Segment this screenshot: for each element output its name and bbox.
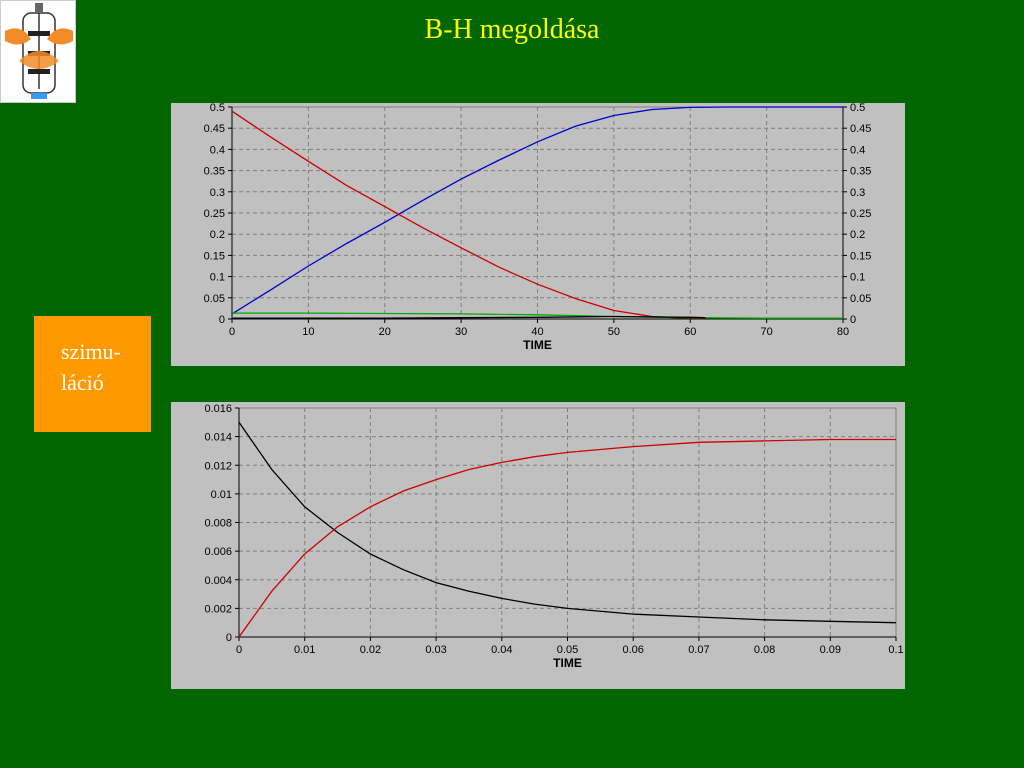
chart-0-x-tick-label: 50 <box>608 326 620 338</box>
chart-0-y-right-tick-label: 0.4 <box>850 144 865 156</box>
chart-0-y-right-tick-label: 0.5 <box>850 103 865 114</box>
chart-0-x-tick-label: 10 <box>302 326 314 338</box>
chart-0-y-tick-label: 0 <box>219 314 225 326</box>
chart-1-x-axis-label: TIME <box>553 656 582 670</box>
chart-1-y-tick-label: 0.006 <box>204 546 232 558</box>
chart-1-y-tick-label: 0.012 <box>204 460 232 472</box>
simulation-label-line1: szimu- <box>61 339 121 364</box>
chart-1-y-tick-label: 0.004 <box>204 575 232 587</box>
chart-0-x-tick-label: 0 <box>229 326 235 338</box>
chart-0-y-right-tick-label: 0.25 <box>850 208 871 220</box>
chart-0-y-right-tick-label: 0.15 <box>850 250 871 262</box>
chart-0-y-right-tick-label: 0.05 <box>850 293 871 305</box>
chart-0-y-tick-label: 0.2 <box>210 229 225 241</box>
chart-0-y-right-tick-label: 0.3 <box>850 187 865 199</box>
chart-0-y-right-tick-label: 0.45 <box>850 123 871 135</box>
chart-0-x-tick-label: 40 <box>531 326 543 338</box>
chart-0-y-tick-label: 0.45 <box>204 123 225 135</box>
chart-1-x-tick-label: 0.02 <box>360 644 381 656</box>
chart-0-y-tick-label: 0.25 <box>204 208 225 220</box>
chart-0-x-tick-label: 70 <box>761 326 773 338</box>
chart-0-y-tick-label: 0.4 <box>210 144 225 156</box>
chart-0-series-line-2 <box>231 110 706 319</box>
chart-1-x-tick-label: 0.03 <box>425 644 446 656</box>
chart-1-x-tick-label: 0.07 <box>688 644 709 656</box>
chart-0-y-tick-label: 0.35 <box>204 166 225 178</box>
chart-top: 0 10 20 30 40 50 60 70 80 0 0.05 0.1 0.15 0.2 0.25 0.3 0… <box>171 103 905 366</box>
chart-1-y-tick-label: 0 <box>226 632 232 644</box>
chart-0-y-tick-label: 0.1 <box>210 272 225 284</box>
chart-0-x-tick-label: 30 <box>455 326 467 338</box>
chart-1-y-tick-label: 0.002 <box>204 603 232 615</box>
simulation-label-box: szimu- láció <box>34 316 151 432</box>
chart-1-y-tick-label: 0.008 <box>204 518 232 530</box>
chart-1-series-line-1 <box>238 421 897 624</box>
chart-0-x-tick-label: 20 <box>379 326 391 338</box>
chart-0-x-tick-label: 80 <box>837 326 849 338</box>
chart-bottom-svg: 0 0.01 0.02 0.03 0.04 0.05 0.06 0.07 0.08 0.09 0.1… <box>204 403 903 670</box>
chart-0-y-tick-label: 0.5 <box>210 103 225 114</box>
chart-0-series-line-4 <box>232 315 706 319</box>
chart-1-x-tick-label: 0 <box>236 644 242 656</box>
chart-1-x-tick-label: 0.04 <box>491 644 512 656</box>
page-title: B-H megoldása <box>424 14 600 45</box>
bioreactor-icon <box>5 3 73 99</box>
chart-top-svg: 0 10 20 30 40 50 60 70 8000.050.10.150.20.250.30… <box>204 103 872 352</box>
chart-0-y-tick-label: 0.05 <box>204 293 225 305</box>
chart-0-y-right-tick-label: 0 <box>850 314 856 326</box>
simulation-label-line2: láció <box>61 370 104 395</box>
chart-1-x-tick-label: 0.06 <box>622 644 643 656</box>
chart-0-x-axis-label: TIME <box>523 338 552 352</box>
chart-0-series-line-3 <box>232 312 843 319</box>
chart-0-series-line-1 <box>231 106 843 315</box>
chart-1-x-tick-label: 0.08 <box>754 644 775 656</box>
chart-1-x-tick-label: 0.05 <box>557 644 578 656</box>
logo <box>0 0 76 103</box>
chart-0-y-right-tick-label: 0.1 <box>850 272 865 284</box>
chart-1-y-tick-label: 0.01 <box>211 489 232 501</box>
chart-1-y-tick-label: 0.016 <box>204 403 232 415</box>
chart-0-y-right-tick-label: 0.2 <box>850 229 865 241</box>
chart-1-series-line-2 <box>238 438 896 638</box>
chart-0-y-right-tick-label: 0.35 <box>850 166 871 178</box>
chart-1-y-tick-label: 0.014 <box>204 432 232 444</box>
chart-0-y-tick-label: 0.3 <box>210 187 225 199</box>
chart-0-x-tick-label: 60 <box>684 326 696 338</box>
chart-bottom: 0 0.01 0.02 0.03 0.04 0.05 0.06 0.07 0.08 0.09 0.1… <box>171 402 905 689</box>
chart-1-x-tick-label: 0.09 <box>820 644 841 656</box>
chart-1-x-tick-label: 0.1 <box>888 644 903 656</box>
chart-0-y-tick-label: 0.15 <box>204 250 225 262</box>
chart-1-x-tick-label: 0.01 <box>294 644 315 656</box>
